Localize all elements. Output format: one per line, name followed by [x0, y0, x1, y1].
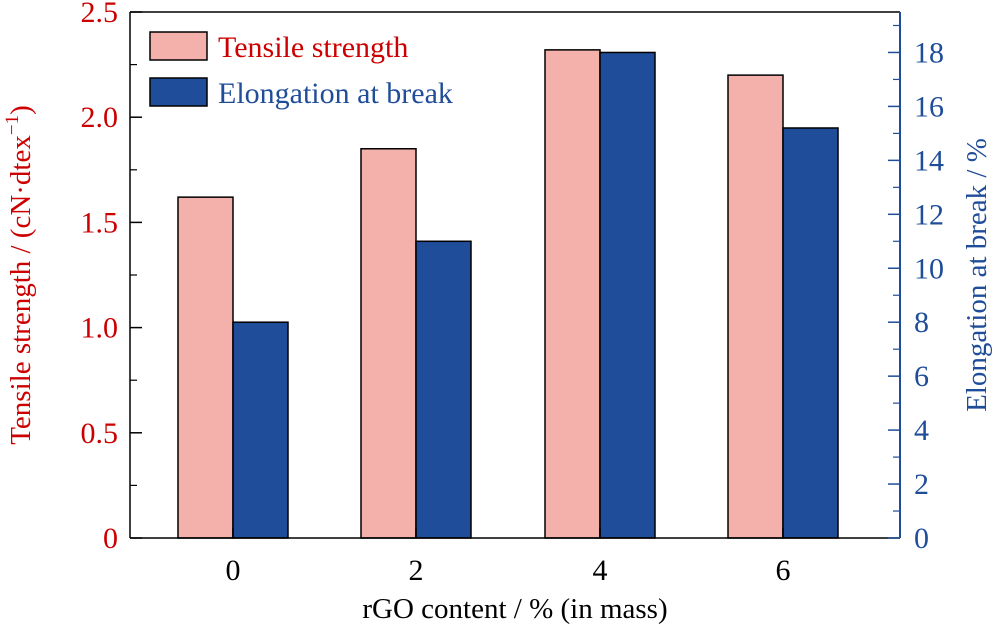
x-tick-label: 4 — [593, 554, 608, 587]
legend-label-tensile: Tensile strength — [218, 31, 408, 64]
right-tick-label: 8 — [914, 306, 929, 339]
right-tick-label: 4 — [914, 414, 929, 447]
left-y-axis-title: Tensile strength / (cN·dtex−1) — [2, 105, 37, 445]
left-tick-label: 1.0 — [81, 312, 119, 345]
left-y-axis-title-superscript: −1 — [2, 115, 23, 135]
left-tick-label: 0 — [103, 522, 118, 555]
right-tick-label: 6 — [914, 360, 929, 393]
legend-swatch-tensile — [149, 31, 208, 61]
legend-swatch-elongation — [149, 77, 208, 107]
bar-elongation-0 — [232, 321, 289, 539]
left-y-axis-title-suffix: ) — [5, 105, 37, 115]
right-tick-label: 10 — [914, 252, 944, 285]
left-tick-label: 2.0 — [81, 101, 119, 134]
right-tick-label: 12 — [914, 198, 944, 231]
right-tick-label: 0 — [914, 522, 929, 555]
x-tick-label: 6 — [776, 554, 791, 587]
x-axis-title: rGO content / % (in mass) — [362, 593, 667, 625]
ticks-group: 0 0.5 1.0 1.5 2.0 2.5 0 2 4 6 8 10 12 14 16 18 0 2 4 6 — [81, 0, 945, 587]
right-tick-label: 2 — [914, 468, 929, 501]
bars-group — [177, 49, 839, 539]
right-tick-label: 18 — [914, 36, 944, 69]
right-tick-label: 14 — [914, 144, 944, 177]
bar-tensile-0 — [177, 196, 234, 539]
legend: Tensile strength Elongation at break — [149, 31, 453, 110]
bar-tensile-2 — [360, 148, 417, 539]
bar-tensile-4 — [544, 49, 601, 539]
left-tick-label: 2.5 — [81, 0, 119, 29]
x-tick-label: 0 — [226, 554, 241, 587]
right-y-axis-title: Elongation at break / % — [961, 138, 993, 412]
x-tick-label: 2 — [409, 554, 424, 587]
left-y-axis-title-main: Tensile strength / (cN·dtex — [5, 135, 37, 445]
bar-tensile-6 — [727, 74, 784, 539]
bar-elongation-4 — [599, 51, 656, 539]
left-tick-label: 0.5 — [81, 417, 119, 450]
legend-label-elongation: Elongation at break — [218, 77, 453, 110]
left-tick-label: 1.5 — [81, 206, 119, 239]
right-tick-label: 16 — [914, 90, 944, 123]
bar-elongation-6 — [782, 127, 839, 539]
bar-elongation-2 — [415, 240, 472, 539]
